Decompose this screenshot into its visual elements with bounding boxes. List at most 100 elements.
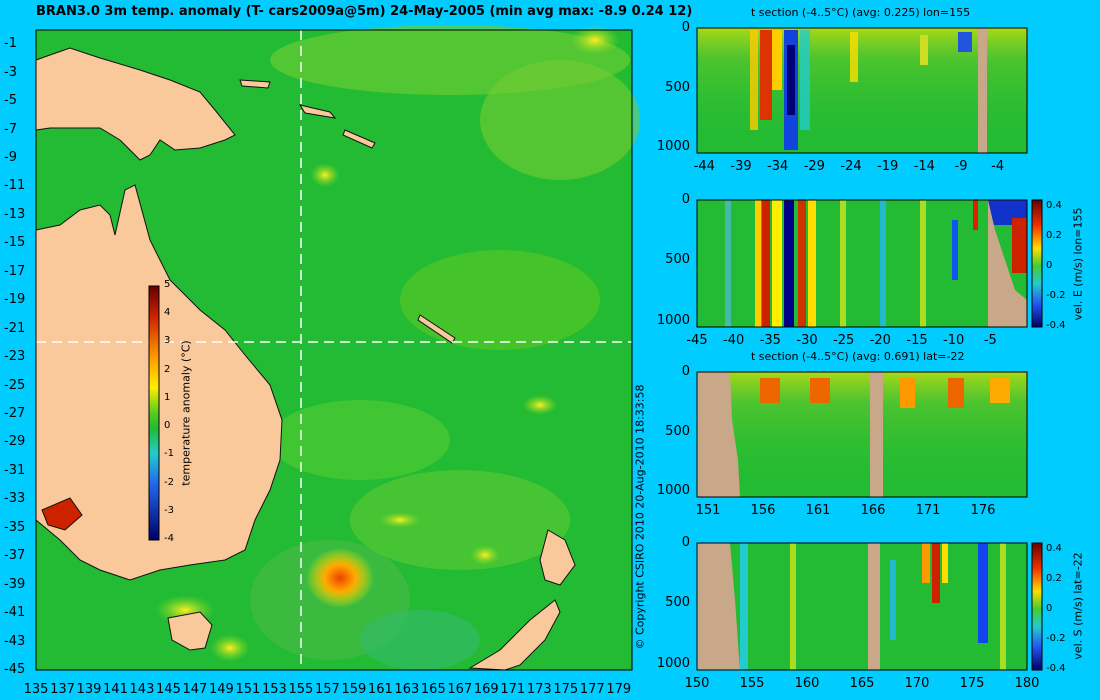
panel1-y-tick: 0 [681, 20, 690, 35]
map-y-tick: -17 [4, 263, 26, 279]
bismarck [239, 79, 271, 89]
panel2-y-tick: 1000 [656, 312, 690, 328]
panel2-colorbar-tick: -0.4 [1046, 320, 1066, 331]
map-x-tick: 173 [526, 682, 552, 697]
panel3 [696, 371, 1028, 498]
map-x-tick: 141 [103, 682, 128, 697]
panel4-colorbar-tick: 0.2 [1046, 573, 1062, 585]
panel1-x-tick: -29 [803, 159, 825, 174]
map-x-tick: 167 [447, 682, 473, 697]
map-y-tick: -33 [4, 491, 26, 507]
panel1-x-tick: -4 [991, 159, 1005, 174]
panel1-y-tick: 1000 [656, 139, 690, 155]
panel2-x-tick: -30 [796, 333, 818, 348]
colorbar-tick: -3 [164, 504, 174, 516]
map-x-tick: 165 [420, 682, 446, 697]
map-y-tick: -31 [4, 462, 26, 478]
panel1-x-tick: -9 [954, 159, 968, 174]
panel1-x-tick: -24 [840, 159, 862, 174]
map-x-tick: 169 [473, 682, 499, 697]
panel4-x-tick: 160 [794, 676, 820, 691]
panel3-x-tick: 156 [750, 503, 776, 518]
colorbar-tick: -1 [164, 448, 174, 460]
map-y-tick: -1 [4, 36, 17, 52]
panel4-x-tick: 150 [684, 676, 710, 691]
panel2-colorbar-label: vel. E (m/s) lon=155 [1071, 207, 1085, 321]
panel1-x-tick: -19 [877, 159, 899, 174]
panel4-colorbar-tick: -0.4 [1046, 663, 1066, 674]
panel4-x-tick: 165 [849, 676, 875, 691]
map-y-tick: -45 [4, 662, 26, 677]
panel1-y-tick: 500 [665, 79, 690, 95]
panel1-x-tick: -34 [767, 159, 789, 174]
map-y-tick: -21 [4, 320, 26, 336]
copyright-text: © Copyright CSIRO 2010 20-Aug-2010 18:33… [633, 384, 647, 650]
panel2-colorbar-tick: 0.4 [1046, 200, 1062, 212]
map-y-tick: -25 [4, 377, 26, 393]
panel4-x-tick: 180 [1014, 676, 1040, 691]
colorbar-tick: 3 [164, 335, 171, 347]
map-y-tick: -23 [4, 349, 26, 365]
panel4-y-tick: 500 [665, 595, 690, 611]
panel2-x-tick: -10 [943, 333, 965, 348]
colorbar-label: temperature anomaly (°C) [179, 340, 193, 486]
colorbar-tick: 2 [164, 363, 171, 375]
panel1-x-tick: -14 [913, 159, 935, 174]
map-x-tick: 155 [288, 682, 314, 697]
panel4-colorbar-tick: 0.4 [1046, 543, 1062, 555]
panel2-colorbar-tick: 0.2 [1046, 230, 1062, 242]
colorbar-tick: -4 [164, 533, 174, 544]
panel4-x-tick: 170 [904, 676, 930, 691]
panel2-y-tick: 500 [665, 252, 690, 268]
map-x-tick: 151 [235, 682, 261, 697]
panel2-x-tick: -45 [686, 333, 708, 348]
panel3-x-tick: 161 [805, 503, 831, 518]
panel2-x-tick: -35 [759, 333, 781, 348]
panel3-y-tick: 1000 [656, 483, 690, 499]
panel3-x-tick: 176 [970, 503, 996, 518]
main-map-svg [35, 25, 640, 671]
colorbar-tick: 0 [164, 420, 171, 432]
sections-svg [696, 27, 1043, 671]
panel3-title: t section (-4..5°C) (avg: 0.691) lat=-22 [751, 350, 965, 363]
map-y-tick: -9 [4, 150, 17, 165]
map-title: BRAN3.0 3m temp. anomaly (T- cars2009a@5… [36, 4, 693, 19]
map-x-tick: 171 [500, 682, 526, 697]
panel1-x-tick: -44 [693, 159, 715, 174]
panel4-colorbar-tick: -0.2 [1046, 633, 1066, 645]
panel4-colorbar-tick: 0 [1046, 603, 1053, 615]
new-caledonia [417, 314, 456, 344]
panel1-title: t section (-4..5°C) (avg: 0.225) lon=155 [751, 6, 971, 19]
anomaly-patches [38, 25, 640, 670]
map-y-tick: -19 [4, 292, 26, 308]
map-y-tick: -13 [4, 206, 26, 222]
panel3-y-tick: 500 [665, 423, 690, 439]
panel4-x-tick: 155 [739, 676, 765, 691]
map-y-tick: -3 [4, 64, 17, 80]
map-x-tick: 179 [606, 682, 632, 697]
panel2-colorbar-tick: 0 [1046, 260, 1053, 272]
panel4 [696, 542, 1043, 671]
panel4-y-tick: 0 [681, 535, 690, 550]
solomon-islands-2 [342, 129, 376, 149]
panel4-colorbar-label: vel. S (m/s) lat=-22 [1071, 552, 1085, 660]
map-x-tick: 177 [579, 682, 605, 697]
map-y-tick: -7 [4, 121, 17, 137]
map-x-tick: 163 [394, 682, 420, 697]
map-x-tick: 175 [553, 682, 579, 697]
panel2-y-tick: 0 [681, 192, 690, 207]
map-x-tick: 157 [314, 682, 340, 697]
panel4-x-tick: 175 [959, 676, 985, 691]
colorbar [148, 285, 160, 541]
colorbar-tick: -2 [164, 476, 174, 488]
tasmania [167, 611, 213, 651]
map-y-tick: -35 [4, 519, 26, 535]
map-x-tick: 147 [182, 682, 208, 697]
new-zealand-north [539, 529, 576, 586]
new-guinea [35, 47, 236, 161]
colorbar-tick: 4 [164, 307, 171, 319]
panel1 [696, 27, 1028, 154]
map-y-tick: -29 [4, 434, 26, 450]
map-x-tick: 153 [261, 682, 287, 697]
map-x-tick: 145 [156, 682, 181, 697]
